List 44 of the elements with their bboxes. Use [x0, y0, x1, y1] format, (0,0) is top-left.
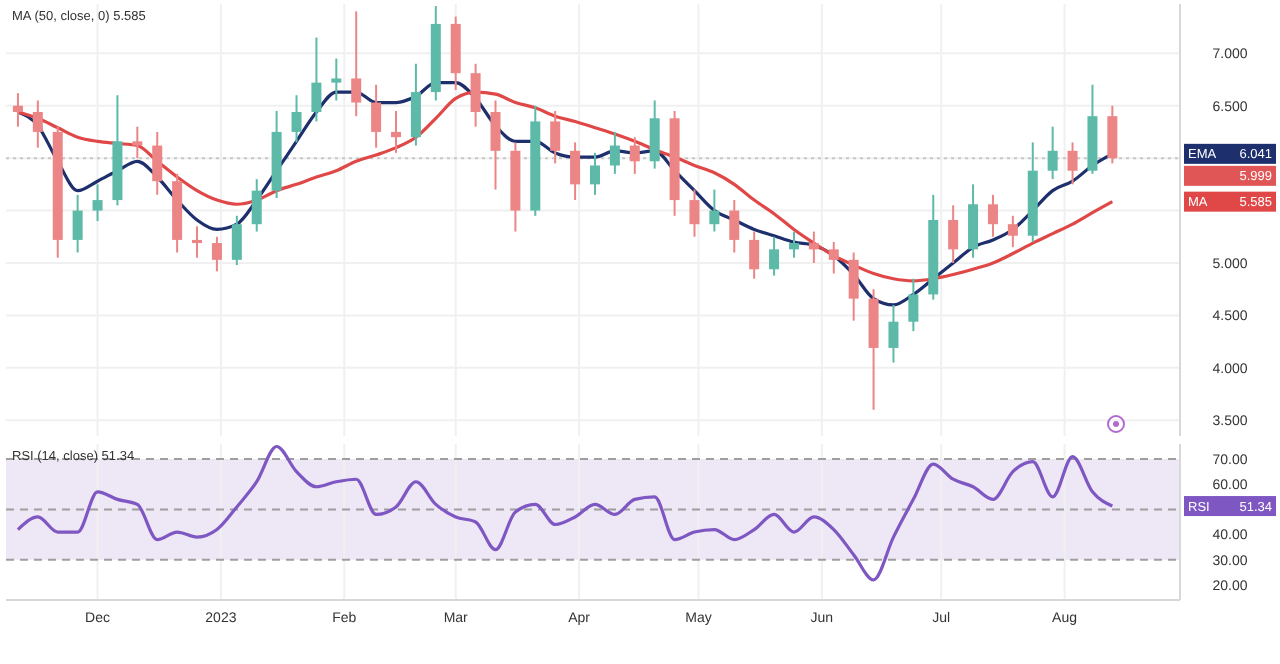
candlestick: [371, 83, 382, 149]
candlestick: [152, 130, 163, 196]
candlestick: [888, 303, 899, 364]
candlestick: [749, 230, 760, 280]
candlestick: [291, 94, 302, 144]
candlestick: [987, 193, 998, 238]
candlestick: [132, 125, 143, 160]
candlestick: [948, 204, 959, 264]
candlestick: [689, 188, 700, 238]
candlestick: [12, 92, 23, 128]
candlestick: [908, 277, 919, 333]
candlestick: [828, 241, 839, 275]
candlestick: [1107, 104, 1118, 165]
candlestick: [968, 183, 979, 259]
candlestick: [490, 99, 501, 191]
candlestick: [709, 188, 720, 233]
candlestick: [769, 235, 780, 277]
candlestick: [211, 235, 222, 273]
candlestick: [391, 109, 402, 154]
candlestick: [231, 214, 242, 267]
candlestick: [72, 193, 83, 254]
candlestick: [788, 230, 799, 259]
candlestick: [470, 62, 481, 128]
candlestick: [192, 225, 203, 259]
candlestick: [649, 99, 660, 170]
candlestick: [1067, 141, 1078, 186]
candlestick: [570, 141, 581, 202]
candlestick: [32, 99, 43, 149]
candlestick: [609, 130, 620, 175]
candlestick: [729, 199, 740, 254]
candlestick: [808, 230, 819, 264]
candlestick: [629, 136, 640, 175]
candlestick: [92, 183, 103, 223]
candlestick: [589, 151, 600, 196]
candlestick: [351, 10, 362, 118]
line-series: [16, 444, 1114, 582]
candlestick: [1007, 214, 1018, 249]
candlestick: [550, 109, 561, 165]
candlestick: [848, 251, 859, 322]
candlestick: [311, 36, 322, 123]
candlestick: [1047, 125, 1058, 181]
candlestick: [410, 62, 421, 147]
candlestick: [331, 57, 342, 102]
candlestick: [251, 178, 262, 233]
